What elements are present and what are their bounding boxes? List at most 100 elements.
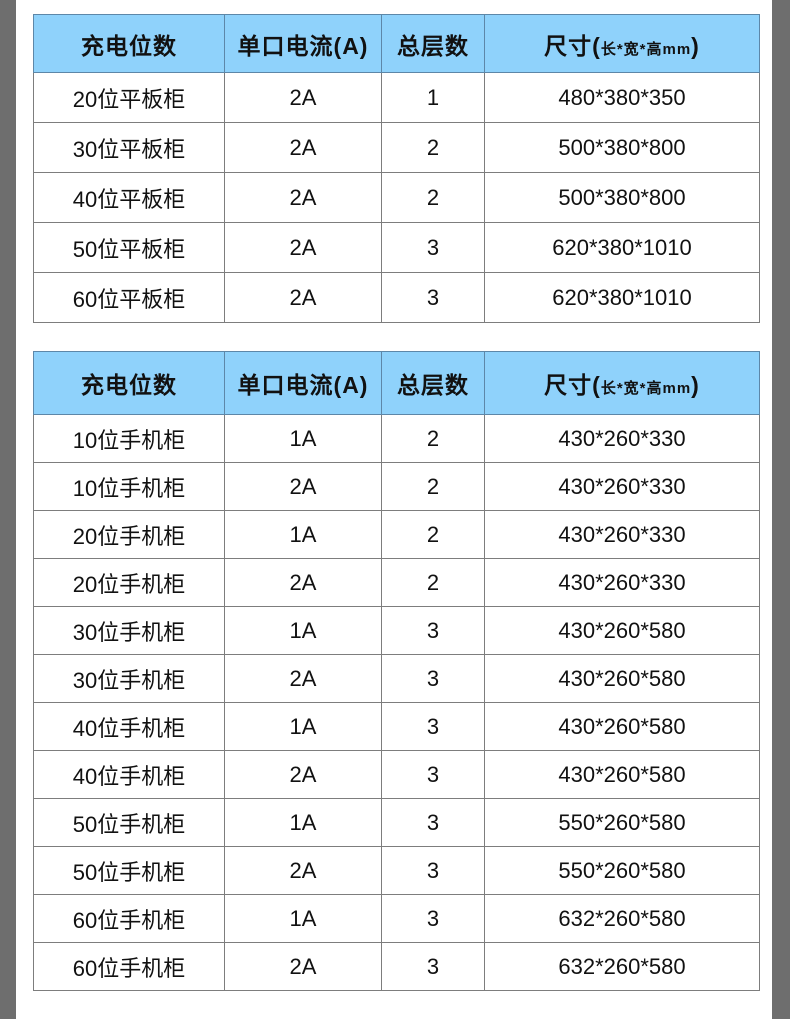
column-header-port-current: 单口电流(A) [224,351,382,415]
dimensions-paren-open: ( [592,372,601,398]
cell-port-current: 2A [224,750,382,799]
table-row: 50位平板柜 2A 3 620*380*1010 [33,222,760,273]
cell-charging-slots: 20位平板柜 [33,72,225,123]
cell-total-layers: 3 [381,846,485,895]
table-row: 60位平板柜 2A 3 620*380*1010 [33,272,760,323]
cell-charging-slots: 40位平板柜 [33,172,225,223]
cell-dimensions: 430*260*580 [484,606,760,655]
cell-port-current: 2A [224,222,382,273]
cell-total-layers: 3 [381,606,485,655]
dimensions-label-main: 尺寸 [544,32,593,59]
cell-charging-slots: 10位手机柜 [33,462,225,511]
cell-dimensions: 430*260*330 [484,462,760,511]
cell-port-current: 1A [224,702,382,751]
cell-port-current: 2A [224,172,382,223]
cell-charging-slots: 30位手机柜 [33,654,225,703]
cell-dimensions: 430*260*330 [484,558,760,607]
right-gutter-bar [772,0,790,1019]
cell-total-layers: 3 [381,222,485,273]
cell-port-current: 2A [224,654,382,703]
cell-dimensions: 430*260*580 [484,654,760,703]
table-row: 30位平板柜 2A 2 500*380*800 [33,122,760,173]
cell-port-current: 1A [224,606,382,655]
cell-port-current: 2A [224,462,382,511]
cell-port-current: 2A [224,122,382,173]
table-row: 10位手机柜 2A 2 430*260*330 [33,462,760,511]
cell-dimensions: 620*380*1010 [484,222,760,273]
table-row: 10位手机柜 1A 2 430*260*330 [33,414,760,463]
cell-dimensions: 632*260*580 [484,942,760,991]
cell-charging-slots: 30位平板柜 [33,122,225,173]
table-row: 20位手机柜 2A 2 430*260*330 [33,558,760,607]
cell-total-layers: 1 [381,72,485,123]
cell-dimensions: 430*260*330 [484,414,760,463]
cell-charging-slots: 20位手机柜 [33,510,225,559]
cell-dimensions: 430*260*330 [484,510,760,559]
cell-dimensions: 550*260*580 [484,846,760,895]
dimensions-paren-open: ( [592,32,601,59]
cell-total-layers: 2 [381,510,485,559]
cell-dimensions: 550*260*580 [484,798,760,847]
dimensions-label-sub: 长*宽*高mm [600,40,692,58]
cell-total-layers: 3 [381,942,485,991]
cell-dimensions: 620*380*1010 [484,272,760,323]
cell-dimensions: 430*260*580 [484,750,760,799]
dimensions-label-sub: 长*宽*高mm [600,380,692,397]
cell-charging-slots: 30位手机柜 [33,606,225,655]
cell-port-current: 1A [224,510,382,559]
phone-cabinet-table-body: 10位手机柜 1A 2 430*260*330 10位手机柜 2A 2 430*… [33,414,760,991]
table-row: 40位手机柜 2A 3 430*260*580 [33,750,760,799]
cell-charging-slots: 10位手机柜 [33,414,225,463]
table-row: 40位平板柜 2A 2 500*380*800 [33,172,760,223]
table-row: 50位手机柜 1A 3 550*260*580 [33,798,760,847]
panel-cabinet-spec-table: 充电位数 单口电流(A) 总层数 尺寸(长*宽*高mm) 20位平板柜 2A 1… [33,14,760,323]
table-row: 40位手机柜 1A 3 430*260*580 [33,702,760,751]
cell-port-current: 2A [224,72,382,123]
cell-charging-slots: 60位手机柜 [33,942,225,991]
cell-charging-slots: 60位手机柜 [33,894,225,943]
table-row: 20位平板柜 2A 1 480*380*350 [33,72,760,123]
cell-total-layers: 2 [381,558,485,607]
cell-dimensions: 480*380*350 [484,72,760,123]
table-row: 50位手机柜 2A 3 550*260*580 [33,846,760,895]
table-header-row: 充电位数 单口电流(A) 总层数 尺寸(长*宽*高mm) [33,351,760,415]
phone-cabinet-spec-table: 充电位数 单口电流(A) 总层数 尺寸(长*宽*高mm) 10位手机柜 1A 2… [33,351,760,991]
cell-port-current: 2A [224,558,382,607]
column-header-charging-slots: 充电位数 [33,351,225,415]
cell-charging-slots: 50位平板柜 [33,222,225,273]
dimensions-paren-close: ) [691,372,700,398]
dimensions-paren-close: ) [691,32,700,59]
cell-port-current: 1A [224,798,382,847]
cell-charging-slots: 50位手机柜 [33,846,225,895]
cell-total-layers: 3 [381,272,485,323]
column-header-dimensions: 尺寸(长*宽*高mm) [484,14,760,73]
column-header-charging-slots: 充电位数 [33,14,225,73]
cell-port-current: 2A [224,942,382,991]
cell-total-layers: 2 [381,414,485,463]
cell-dimensions: 500*380*800 [484,122,760,173]
table-row: 60位手机柜 1A 3 632*260*580 [33,894,760,943]
cell-total-layers: 3 [381,750,485,799]
cell-total-layers: 3 [381,798,485,847]
cell-total-layers: 2 [381,122,485,173]
cell-dimensions: 632*260*580 [484,894,760,943]
table-header-row: 充电位数 单口电流(A) 总层数 尺寸(长*宽*高mm) [33,14,760,73]
cell-total-layers: 3 [381,654,485,703]
table-row: 30位手机柜 2A 3 430*260*580 [33,654,760,703]
column-header-total-layers: 总层数 [381,14,485,73]
cell-charging-slots: 40位手机柜 [33,750,225,799]
cell-port-current: 2A [224,272,382,323]
cell-total-layers: 3 [381,702,485,751]
cell-dimensions: 430*260*580 [484,702,760,751]
cell-charging-slots: 40位手机柜 [33,702,225,751]
cell-port-current: 2A [224,846,382,895]
cell-total-layers: 2 [381,462,485,511]
spec-sheet-page: 充电位数 单口电流(A) 总层数 尺寸(长*宽*高mm) 20位平板柜 2A 1… [33,0,760,1019]
table-row: 60位手机柜 2A 3 632*260*580 [33,942,760,991]
column-header-port-current: 单口电流(A) [224,14,382,73]
column-header-dimensions: 尺寸(长*宽*高mm) [484,351,760,415]
cell-dimensions: 500*380*800 [484,172,760,223]
cell-charging-slots: 50位手机柜 [33,798,225,847]
table-row: 30位手机柜 1A 3 430*260*580 [33,606,760,655]
cell-port-current: 1A [224,414,382,463]
